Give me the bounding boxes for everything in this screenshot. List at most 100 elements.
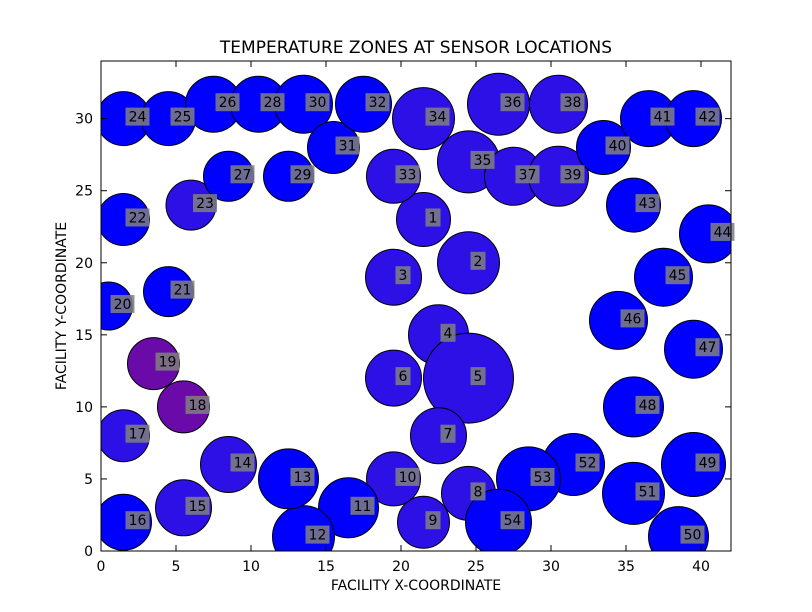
bubble-49 [661,432,726,497]
label-box [155,352,180,371]
x-tick-label: 25 [467,559,485,575]
bubble-32 [335,75,392,133]
label-box [695,338,720,357]
bubble-38 [529,74,588,134]
label-box [710,222,735,241]
bubble-label-11: 11 [350,496,375,515]
label-box [650,107,675,126]
label-box [170,107,195,126]
label-box [560,165,585,184]
y-tick-label: 5 [84,472,93,488]
label-box [290,467,315,486]
bubble-label-41: 41 [650,107,675,126]
y-tick-label: 0 [84,544,93,560]
chart-title: TEMPERATURE ZONES AT SENSOR LOCATIONS [219,38,612,58]
x-tick-label: 10 [242,559,260,575]
bubble-3 [365,248,422,306]
label-text: 23 [196,196,214,212]
x-tick-label: 30 [542,559,560,575]
bubble-label-25: 25 [170,107,195,126]
label-box [470,482,486,501]
label-box [395,467,420,486]
bubble-label-30: 30 [305,93,330,112]
bubble-label-52: 52 [575,453,600,472]
x-tick-label: 5 [172,559,181,575]
bubble-label-2: 2 [470,251,486,270]
bubble-label-34: 34 [425,107,450,126]
label-text: 39 [564,167,582,183]
label-text: 52 [579,456,597,472]
bubble-label-23: 23 [193,194,217,213]
label-text: 13 [294,470,312,486]
x-tick-label: 20 [392,559,410,575]
bubble-label-51: 51 [635,482,660,501]
bubble-label-48: 48 [635,395,660,414]
label-box [230,453,255,472]
bubble-label-3: 3 [395,266,411,285]
plot-frame [100,60,732,552]
bubble-label-45: 45 [665,266,690,285]
label-box [530,467,555,486]
label-text: 46 [624,311,642,327]
bubble-label-33: 33 [395,165,420,184]
bubble-label-12: 12 [305,525,330,544]
bubble-label-6: 6 [395,367,411,386]
label-text: 8 [474,484,483,500]
bubble-15 [155,479,212,537]
x-tick-label: 0 [97,559,106,575]
label-text: 27 [234,167,252,183]
label-text: 34 [429,110,447,126]
label-box [335,136,360,155]
bubble-label-24: 24 [125,107,150,126]
bubble-46 [589,290,648,350]
label-text: 14 [234,456,252,472]
label-box [470,150,495,169]
label-box [605,136,630,155]
bubble-layer [101,72,731,551]
label-box [470,251,486,270]
bubble-label-18: 18 [185,395,210,414]
bubble-10 [366,451,421,507]
label-box [125,424,150,443]
label-box [575,453,600,472]
bubble-43 [606,177,661,233]
label-box [440,424,456,443]
label-box [440,323,456,342]
bubble-label-38: 38 [560,93,585,112]
label-text: 21 [174,283,192,299]
bubble-label-53: 53 [530,467,555,486]
label-text: 32 [369,95,387,111]
label-box [515,165,540,184]
label-text: 2 [474,254,483,270]
label-text: 49 [699,456,717,472]
bubble-label-1: 1 [425,208,441,227]
label-box [500,511,525,530]
x-axis-label: FACILITY X-COORDINATE [331,578,501,594]
label-box [425,107,450,126]
bubble-label-54: 54 [500,511,525,530]
label-text: 12 [309,528,327,544]
label-text: 15 [189,499,207,515]
label-text: 11 [354,499,372,515]
bubble-label-26: 26 [215,93,240,112]
label-text: 29 [294,167,312,183]
bubble-label-46: 46 [620,309,645,328]
label-box [470,367,486,386]
bubble-5 [423,332,514,424]
label-text: 3 [399,268,408,284]
bubble-40 [576,120,631,175]
label-text: 37 [519,167,537,183]
label-text: 26 [219,95,237,111]
label-box [500,93,525,112]
bubble-1 [396,192,451,247]
bubble-label-39: 39 [560,165,585,184]
bubble-label-16: 16 [125,511,150,530]
bubble-45 [634,247,693,307]
label-box [665,266,690,285]
bubble-label-49: 49 [695,453,720,472]
label-text: 16 [129,513,147,529]
bubble-7 [410,407,467,465]
bubble-47 [664,319,723,379]
x-axis-ticks: 0 5 10 15 20 25 30 35 40 [97,61,710,575]
